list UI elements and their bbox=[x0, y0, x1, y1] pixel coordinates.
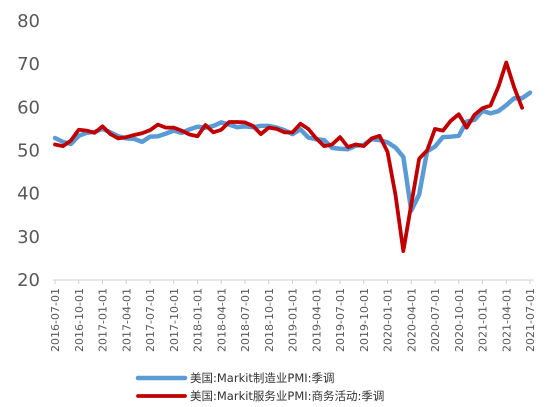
legend: 美国:Markit制造业PMI:季调 美国:Markit服务业PMI:商务活动:… bbox=[135, 371, 384, 403]
y-axis-ticks: 20 30 40 50 60 70 80 bbox=[17, 11, 40, 291]
x-tick-label: 2017-10-01 bbox=[168, 288, 181, 352]
x-tick-label: 2019-07-01 bbox=[334, 288, 347, 352]
x-tick-label: 2016-10-01 bbox=[73, 288, 86, 352]
y-tick-label: 20 bbox=[17, 270, 40, 291]
y-tick-label: 40 bbox=[17, 184, 40, 205]
series-layer bbox=[52, 60, 533, 253]
x-tick-label: 2020-10-01 bbox=[453, 288, 466, 352]
y-tick-label: 50 bbox=[17, 141, 40, 162]
legend-label-services: 美国:Markit服务业PMI:商务活动:季调 bbox=[190, 389, 384, 403]
x-tick-label: 2018-10-01 bbox=[263, 288, 276, 352]
x-tick-label: 2021-04-01 bbox=[500, 288, 513, 352]
y-tick-label: 80 bbox=[17, 11, 40, 32]
x-tick-label: 2019-01-01 bbox=[287, 288, 300, 352]
series-line-services bbox=[53, 60, 524, 253]
x-axis-ticks: 2016-07-01 2016-10-01 2017-01-01 2017-04-01… bbox=[49, 280, 537, 352]
x-tick-label: 2017-01-01 bbox=[97, 288, 110, 352]
y-tick-label: 60 bbox=[17, 97, 40, 118]
x-tick-label: 2016-07-01 bbox=[49, 288, 62, 352]
x-tick-label: 2019-04-01 bbox=[310, 288, 323, 352]
x-tick-label: 2017-07-01 bbox=[144, 288, 157, 352]
series-line-manufacturing bbox=[52, 90, 533, 213]
x-tick-label: 2018-04-01 bbox=[215, 288, 228, 352]
x-tick-label: 2021-01-01 bbox=[477, 288, 490, 352]
legend-label-manufacturing: 美国:Markit制造业PMI:季调 bbox=[190, 371, 335, 385]
x-tick-label: 2020-04-01 bbox=[405, 288, 418, 352]
y-tick-label: 70 bbox=[17, 54, 40, 75]
x-tick-label: 2018-07-01 bbox=[239, 288, 252, 352]
x-tick-label: 2020-01-01 bbox=[382, 288, 395, 352]
x-tick-label: 2021-07-01 bbox=[524, 288, 537, 352]
x-tick-label: 2019-10-01 bbox=[358, 288, 371, 352]
x-tick-label: 2020-07-01 bbox=[429, 288, 442, 352]
x-tick-label: 2017-04-01 bbox=[120, 288, 133, 352]
x-tick-label: 2018-01-01 bbox=[192, 288, 205, 352]
y-tick-label: 30 bbox=[17, 227, 40, 248]
